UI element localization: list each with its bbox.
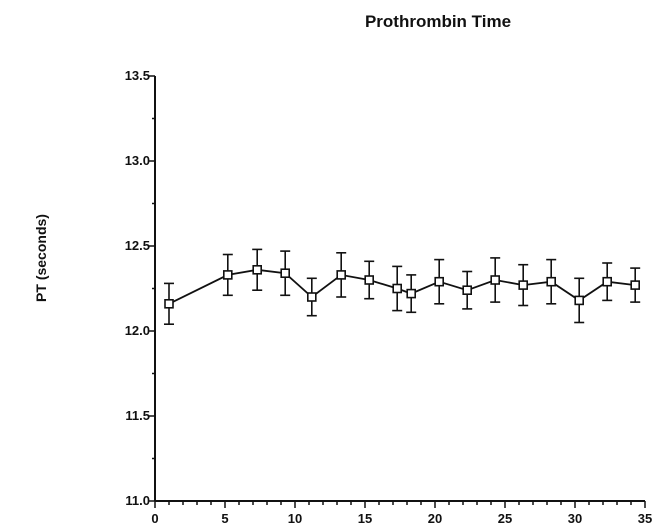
x-tick-label: 15 — [358, 511, 372, 526]
y-tick-label: 11.5 — [125, 408, 150, 423]
y-tick-label: 13.0 — [125, 153, 150, 168]
data-point-marker — [252, 264, 262, 275]
x-tick-label: 35 — [638, 511, 652, 526]
data-point-marker — [602, 276, 613, 287]
x-tick-label: 0 — [151, 511, 158, 526]
y-tick-label: 12.5 — [125, 238, 150, 253]
y-tick-label: 11.0 — [125, 493, 150, 508]
y-tick-label: 12.0 — [125, 323, 150, 338]
series-line — [168, 268, 636, 305]
data-point-marker — [574, 295, 585, 306]
x-tick-label: 30 — [568, 511, 582, 526]
x-tick-label: 25 — [498, 511, 512, 526]
y-tick-label: 13.5 — [125, 68, 150, 83]
data-point-marker — [434, 276, 445, 287]
tick-labels: 11.0 11.5 12.0 12.5 13.0 13.5 0 5 10 15 20 25 30 35 — [125, 68, 653, 526]
chart-title: Prothrombin Time — [365, 12, 511, 31]
data-point-marker — [364, 275, 375, 285]
x-tick-label: 5 — [221, 511, 228, 526]
data-point-marker — [336, 270, 347, 280]
data-point-marker — [490, 275, 501, 285]
data-point-marker — [306, 292, 317, 302]
plot-area — [164, 248, 641, 326]
tick-marks — [149, 75, 646, 508]
data-point-marker — [462, 285, 473, 296]
data-point-marker — [630, 280, 641, 290]
x-tick-label: 10 — [288, 511, 302, 526]
data-point-marker — [223, 270, 233, 280]
data-point-marker — [406, 288, 417, 299]
y-axis-label: PT (seconds) — [33, 214, 49, 302]
data-point-marker — [392, 283, 403, 294]
x-tick-label: 20 — [428, 511, 442, 526]
data-point-marker — [518, 280, 529, 290]
data-point-marker — [546, 276, 557, 287]
data-point-marker — [164, 298, 174, 309]
data-point-marker — [280, 268, 291, 279]
